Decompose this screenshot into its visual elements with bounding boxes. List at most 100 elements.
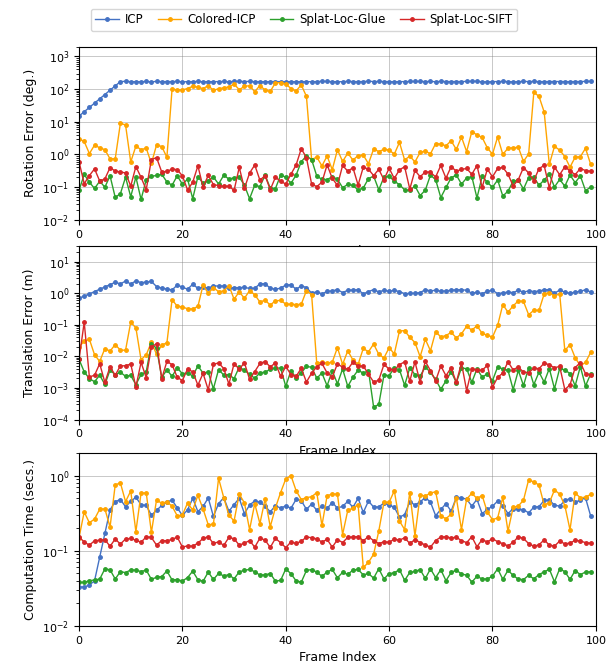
- ICP: [174, 77, 181, 85]
- X-axis label: Frame Index: Frame Index: [299, 445, 376, 458]
- Colored-ICP: [195, 83, 202, 91]
- Splat-Loc-SIFT: [572, 536, 579, 544]
- ICP: [385, 287, 393, 295]
- Splat-Loc-SIFT: [344, 533, 351, 541]
- Splat-Loc-Glue: [174, 575, 181, 583]
- Y-axis label: Translation Error (m): Translation Error (m): [24, 269, 36, 397]
- Splat-Loc-SIFT: [75, 356, 83, 364]
- Colored-ICP: [556, 490, 564, 498]
- Colored-ICP: [344, 347, 351, 355]
- Splat-Loc-Glue: [339, 568, 347, 576]
- Colored-ICP: [556, 146, 564, 154]
- ICP: [133, 277, 140, 285]
- Splat-Loc-SIFT: [199, 370, 207, 378]
- Splat-Loc-SIFT: [556, 362, 564, 370]
- Colored-ICP: [329, 166, 336, 174]
- Line: Splat-Loc-SIFT: Splat-Loc-SIFT: [77, 320, 592, 392]
- Splat-Loc-SIFT: [195, 162, 202, 170]
- Splat-Loc-Glue: [75, 578, 83, 586]
- X-axis label: Frame Index: Frame Index: [299, 245, 376, 258]
- Splat-Loc-SIFT: [174, 166, 181, 174]
- Line: Splat-Loc-SIFT: Splat-Loc-SIFT: [77, 535, 592, 549]
- Splat-Loc-Glue: [75, 186, 83, 194]
- Splat-Loc-SIFT: [282, 543, 289, 551]
- Splat-Loc-Glue: [137, 195, 145, 203]
- Colored-ICP: [385, 344, 393, 352]
- Splat-Loc-SIFT: [572, 170, 579, 178]
- Splat-Loc-Glue: [195, 575, 202, 583]
- Splat-Loc-Glue: [179, 180, 186, 188]
- Splat-Loc-SIFT: [572, 364, 579, 372]
- Splat-Loc-Glue: [572, 178, 579, 186]
- Colored-ICP: [391, 151, 398, 159]
- Splat-Loc-Glue: [556, 364, 564, 372]
- Line: Splat-Loc-SIFT: Splat-Loc-SIFT: [77, 147, 592, 192]
- Splat-Loc-Glue: [572, 382, 579, 390]
- ICP: [587, 512, 595, 520]
- ICP: [195, 77, 202, 85]
- Line: Splat-Loc-Glue: Splat-Loc-Glue: [77, 342, 592, 409]
- ICP: [567, 495, 574, 503]
- ICP: [474, 77, 481, 85]
- Splat-Loc-Glue: [567, 575, 574, 583]
- ICP: [551, 77, 558, 85]
- Colored-ICP: [567, 341, 574, 349]
- Splat-Loc-Glue: [375, 565, 382, 573]
- Splat-Loc-SIFT: [174, 533, 181, 541]
- Colored-ICP: [199, 281, 207, 289]
- Splat-Loc-Glue: [587, 183, 595, 191]
- X-axis label: Frame Index: Frame Index: [299, 651, 376, 664]
- Colored-ICP: [344, 506, 351, 514]
- Splat-Loc-SIFT: [230, 186, 238, 194]
- Splat-Loc-SIFT: [195, 539, 202, 547]
- Colored-ICP: [174, 86, 181, 94]
- Splat-Loc-Glue: [75, 356, 83, 364]
- Splat-Loc-Glue: [385, 569, 393, 577]
- Colored-ICP: [587, 161, 595, 168]
- Splat-Loc-Glue: [556, 175, 564, 183]
- Splat-Loc-SIFT: [587, 539, 595, 547]
- Splat-Loc-SIFT: [556, 537, 564, 545]
- Y-axis label: Computation Time (secs.): Computation Time (secs.): [24, 459, 36, 620]
- Colored-ICP: [391, 487, 398, 495]
- Colored-ICP: [75, 343, 83, 351]
- Colored-ICP: [195, 492, 202, 500]
- Splat-Loc-SIFT: [179, 376, 186, 384]
- Line: Splat-Loc-Glue: Splat-Loc-Glue: [77, 567, 592, 584]
- Colored-ICP: [195, 302, 202, 310]
- Colored-ICP: [587, 490, 595, 498]
- Splat-Loc-SIFT: [350, 164, 357, 172]
- Splat-Loc-SIFT: [344, 366, 351, 374]
- Splat-Loc-SIFT: [298, 145, 305, 153]
- ICP: [551, 501, 558, 509]
- Legend: ICP, Colored-ICP, Splat-Loc-Glue, Splat-Loc-SIFT: ICP, Colored-ICP, Splat-Loc-Glue, Splat-…: [91, 9, 517, 31]
- Colored-ICP: [572, 489, 579, 497]
- ICP: [344, 286, 351, 294]
- ICP: [339, 78, 347, 86]
- Colored-ICP: [277, 79, 285, 87]
- Line: Colored-ICP: Colored-ICP: [77, 81, 592, 171]
- Splat-Loc-Glue: [344, 382, 351, 390]
- Colored-ICP: [288, 472, 295, 480]
- ICP: [385, 501, 393, 509]
- Splat-Loc-Glue: [199, 179, 207, 187]
- Colored-ICP: [360, 563, 367, 571]
- ICP: [587, 288, 595, 296]
- ICP: [567, 289, 574, 297]
- Colored-ICP: [551, 292, 558, 300]
- Splat-Loc-Glue: [551, 578, 558, 586]
- Splat-Loc-Glue: [303, 152, 310, 160]
- ICP: [179, 283, 186, 291]
- ICP: [75, 294, 83, 302]
- Splat-Loc-SIFT: [80, 318, 88, 326]
- Colored-ICP: [350, 156, 357, 164]
- ICP: [75, 112, 83, 120]
- Splat-Loc-SIFT: [75, 533, 83, 541]
- Line: ICP: ICP: [77, 79, 592, 118]
- Splat-Loc-SIFT: [587, 167, 595, 175]
- Splat-Loc-Glue: [179, 370, 186, 378]
- Splat-Loc-SIFT: [391, 174, 398, 182]
- Y-axis label: Rotation Error (deg.): Rotation Error (deg.): [24, 69, 36, 197]
- Line: Colored-ICP: Colored-ICP: [77, 283, 592, 368]
- Line: ICP: ICP: [77, 496, 592, 589]
